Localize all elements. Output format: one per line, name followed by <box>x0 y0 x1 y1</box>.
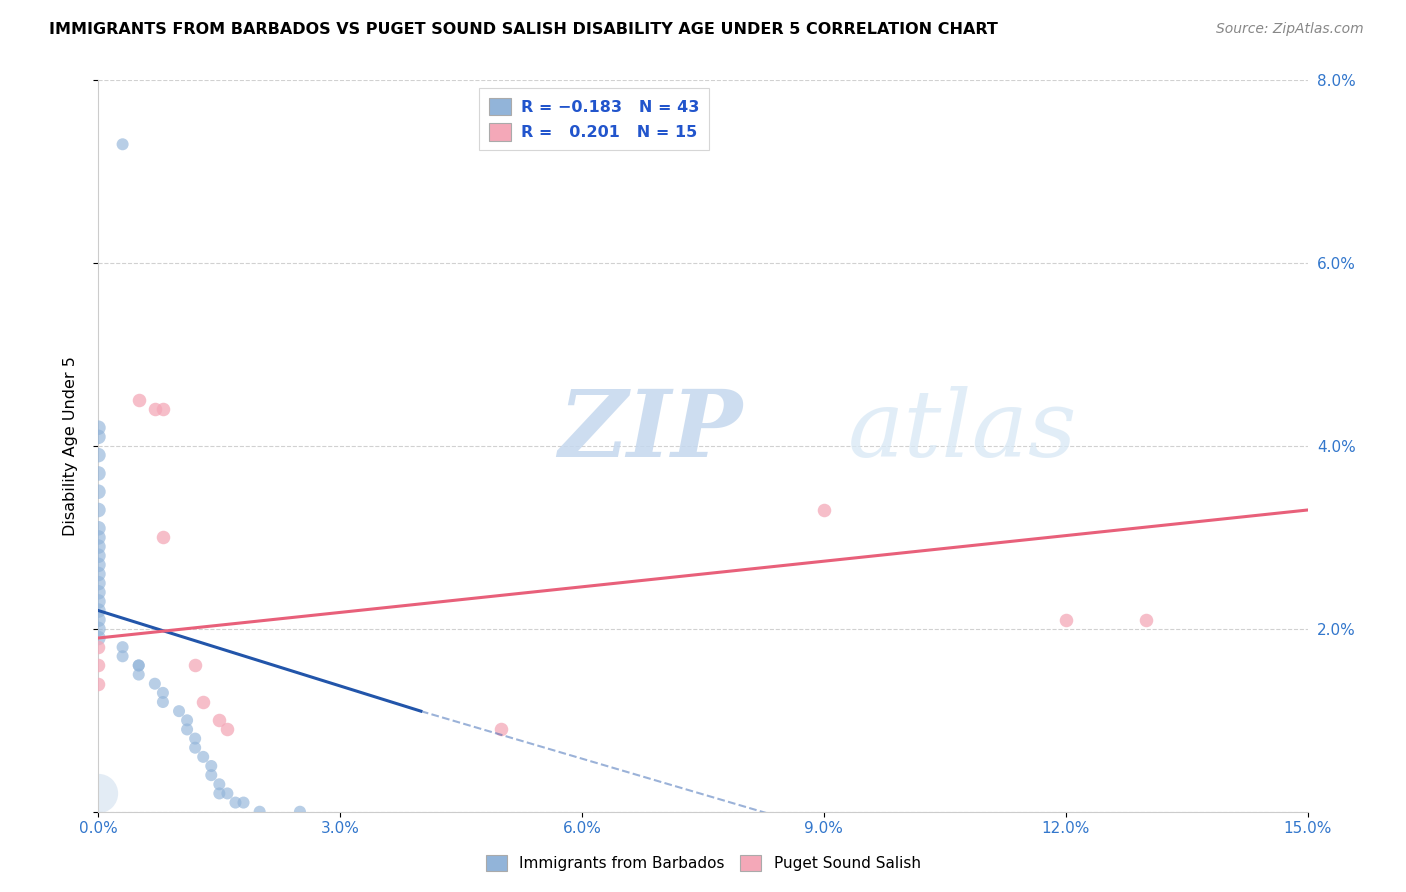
Point <box>87 467 110 481</box>
Point <box>200 768 222 782</box>
Point <box>184 658 207 673</box>
Legend: R = −0.183   N = 43, R =   0.201   N = 15: R = −0.183 N = 43, R = 0.201 N = 15 <box>479 88 709 150</box>
Point <box>200 759 222 773</box>
Point <box>1054 613 1077 627</box>
Point <box>193 749 215 764</box>
Point <box>87 585 110 599</box>
Y-axis label: Disability Age Under 5: Disability Age Under 5 <box>63 356 77 536</box>
Point <box>87 622 110 636</box>
Point <box>87 567 110 582</box>
Point <box>87 676 110 690</box>
Point <box>143 676 166 690</box>
Point <box>128 393 150 408</box>
Point <box>184 740 207 755</box>
Point <box>176 723 198 737</box>
Point <box>87 658 110 673</box>
Point <box>217 787 239 801</box>
Point <box>224 796 246 810</box>
Point <box>167 704 190 718</box>
Point <box>193 695 215 709</box>
Point <box>87 448 110 462</box>
Point <box>152 530 174 544</box>
Point <box>152 686 174 700</box>
Point <box>143 402 166 417</box>
Point <box>491 723 513 737</box>
Point <box>249 805 271 819</box>
Point <box>111 640 134 655</box>
Point <box>87 421 110 435</box>
Point <box>152 402 174 417</box>
Point <box>208 714 231 728</box>
Point <box>288 805 311 819</box>
Point <box>217 723 239 737</box>
Point <box>87 640 110 655</box>
Point <box>111 649 134 664</box>
Point <box>87 503 110 517</box>
Point <box>87 594 110 608</box>
Point <box>111 137 134 152</box>
Point <box>87 530 110 544</box>
Text: ZIP: ZIP <box>558 386 742 476</box>
Point <box>1135 613 1157 627</box>
Point <box>208 787 231 801</box>
Point <box>128 667 150 681</box>
Legend: Immigrants from Barbados, Puget Sound Salish: Immigrants from Barbados, Puget Sound Sa… <box>479 849 927 877</box>
Point <box>87 576 110 591</box>
Point <box>87 540 110 554</box>
Point <box>152 695 174 709</box>
Point <box>87 549 110 563</box>
Point <box>128 658 150 673</box>
Text: Source: ZipAtlas.com: Source: ZipAtlas.com <box>1216 22 1364 37</box>
Point <box>176 714 198 728</box>
Point <box>87 521 110 535</box>
Point <box>232 796 254 810</box>
Point <box>208 777 231 791</box>
Point <box>87 613 110 627</box>
Point <box>128 658 150 673</box>
Point <box>184 731 207 746</box>
Point <box>87 558 110 572</box>
Point <box>87 604 110 618</box>
Point <box>87 631 110 645</box>
Point <box>87 430 110 444</box>
Point <box>87 484 110 499</box>
Point <box>87 787 110 801</box>
Text: IMMIGRANTS FROM BARBADOS VS PUGET SOUND SALISH DISABILITY AGE UNDER 5 CORRELATIO: IMMIGRANTS FROM BARBADOS VS PUGET SOUND … <box>49 22 998 37</box>
Point <box>813 503 835 517</box>
Text: atlas: atlas <box>848 386 1077 476</box>
